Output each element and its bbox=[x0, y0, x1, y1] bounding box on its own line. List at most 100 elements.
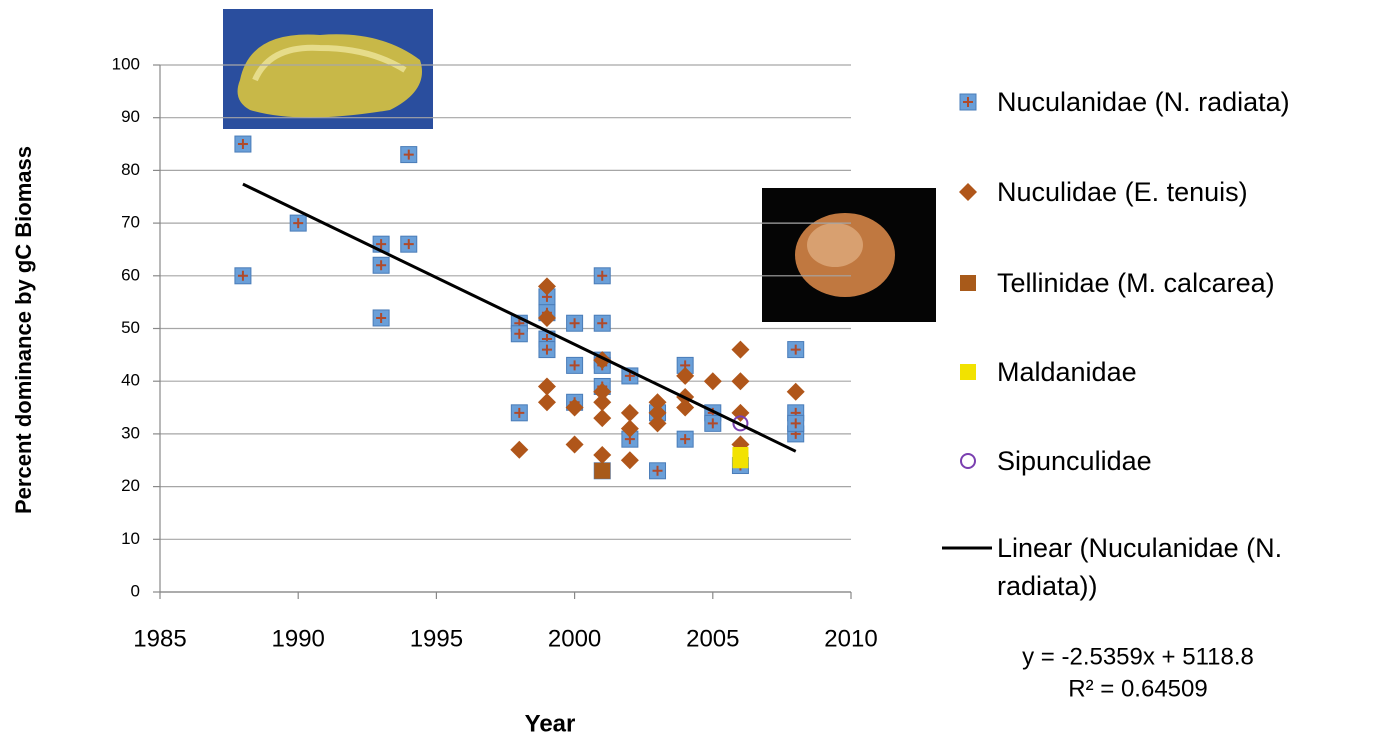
point bbox=[676, 398, 695, 417]
marker-diamond bbox=[593, 445, 612, 464]
point bbox=[537, 377, 556, 396]
point bbox=[704, 414, 722, 432]
point bbox=[593, 393, 612, 412]
marker-plus bbox=[376, 239, 387, 250]
point bbox=[648, 393, 667, 412]
point bbox=[731, 340, 750, 359]
marker-plus bbox=[707, 418, 718, 429]
point bbox=[620, 451, 639, 470]
y-axis-title: Percent dominance by gC Biomass bbox=[11, 146, 36, 514]
marker-plus bbox=[569, 318, 580, 329]
legend-marker bbox=[960, 453, 976, 469]
marker-diamond bbox=[565, 435, 584, 454]
point bbox=[787, 414, 805, 432]
point bbox=[593, 382, 612, 401]
marker-diamond bbox=[510, 440, 529, 459]
legend-marker bbox=[960, 275, 976, 291]
x-axis-title: Year bbox=[525, 710, 576, 737]
legend-label: Nuculidae (E. tenuis) bbox=[997, 177, 1248, 207]
point bbox=[537, 308, 556, 327]
marker-diamond bbox=[620, 419, 639, 438]
point bbox=[676, 356, 694, 374]
marker-square bbox=[960, 364, 976, 380]
x-tick-label: 2000 bbox=[548, 625, 601, 652]
marker-diamond bbox=[593, 409, 612, 428]
trend-equation: y = -2.5359x + 5118.8 bbox=[1022, 643, 1254, 670]
point bbox=[510, 440, 529, 459]
point bbox=[566, 356, 584, 374]
legend-marker bbox=[960, 364, 976, 380]
x-tick-label: 1985 bbox=[133, 625, 186, 652]
marker-diamond bbox=[731, 372, 750, 391]
x-tick-label: 2010 bbox=[824, 625, 877, 652]
marker-plus bbox=[597, 318, 608, 329]
marker-diamond bbox=[786, 382, 805, 401]
x-tick-label: 2005 bbox=[686, 625, 739, 652]
marker-diamond bbox=[537, 308, 556, 327]
marker-plus bbox=[376, 260, 387, 271]
point bbox=[732, 452, 749, 469]
point bbox=[234, 135, 252, 153]
legend-label: Sipunculidae bbox=[997, 446, 1152, 476]
marker-diamond bbox=[620, 403, 639, 422]
marker-diamond bbox=[648, 393, 667, 412]
point bbox=[400, 146, 418, 164]
marker-square bbox=[594, 462, 611, 479]
y-tick-label: 30 bbox=[121, 423, 140, 442]
marker-diamond bbox=[703, 372, 722, 391]
y-tick-label: 10 bbox=[121, 529, 140, 548]
marker-square bbox=[960, 275, 976, 291]
marker-diamond bbox=[537, 393, 556, 412]
y-tick-label: 100 bbox=[112, 54, 140, 73]
point bbox=[593, 314, 611, 332]
marker-diamond bbox=[676, 366, 695, 385]
marker-diamond bbox=[620, 451, 639, 470]
y-tick-label: 20 bbox=[121, 476, 140, 495]
marker-diamond bbox=[959, 183, 977, 201]
marker-plus bbox=[597, 270, 608, 281]
marker-circle bbox=[732, 415, 749, 432]
point bbox=[731, 372, 750, 391]
marker-plus bbox=[790, 344, 801, 355]
marker-plus bbox=[514, 407, 525, 418]
x-tick-label: 1995 bbox=[410, 625, 463, 652]
marker-plus bbox=[514, 328, 525, 339]
point bbox=[372, 309, 390, 327]
marker-diamond bbox=[676, 398, 695, 417]
point bbox=[676, 366, 695, 385]
y-tick-label: 70 bbox=[121, 213, 140, 232]
y-tick-label: 80 bbox=[121, 160, 140, 179]
point bbox=[289, 214, 307, 232]
marker-plus bbox=[376, 312, 387, 323]
y-tick-label: 60 bbox=[121, 265, 140, 284]
point bbox=[400, 235, 418, 253]
point bbox=[593, 445, 612, 464]
point bbox=[594, 462, 611, 479]
shell-photo bbox=[223, 9, 433, 129]
point bbox=[510, 404, 528, 422]
point bbox=[593, 267, 611, 285]
point bbox=[703, 372, 722, 391]
marker-plus bbox=[403, 149, 414, 160]
marker-diamond bbox=[537, 377, 556, 396]
marker-plus bbox=[963, 97, 973, 107]
marker-plus bbox=[237, 139, 248, 150]
marker-circle bbox=[960, 453, 976, 469]
marker-plus bbox=[680, 434, 691, 445]
point bbox=[537, 393, 556, 412]
point bbox=[620, 419, 639, 438]
point bbox=[787, 341, 805, 359]
legend-marker bbox=[959, 183, 977, 201]
y-tick-label: 40 bbox=[121, 371, 140, 390]
point bbox=[565, 398, 584, 417]
point bbox=[648, 403, 667, 422]
marker-diamond bbox=[537, 277, 556, 296]
legend-label: Tellinidae (M. calcarea) bbox=[997, 268, 1275, 298]
point bbox=[648, 414, 667, 433]
point bbox=[372, 256, 390, 274]
trend-r-squared: R² = 0.64509 bbox=[1068, 675, 1207, 702]
x-tick-label: 1990 bbox=[272, 625, 325, 652]
marker-plus bbox=[569, 360, 580, 371]
